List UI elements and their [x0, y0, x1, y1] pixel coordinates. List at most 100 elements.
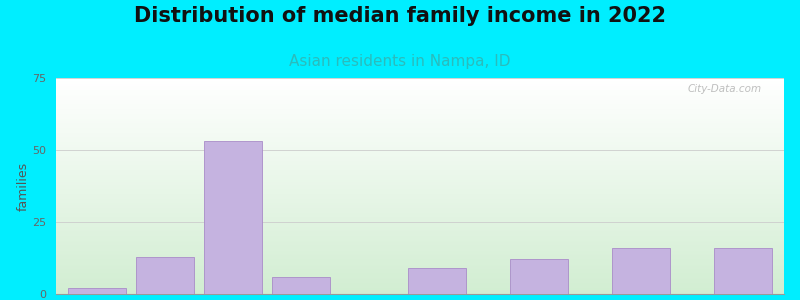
Bar	[56, 257, 784, 258]
Bar	[56, 110, 784, 112]
Bar	[56, 214, 784, 215]
Bar	[56, 130, 784, 131]
Bar	[56, 127, 784, 128]
Bar	[56, 128, 784, 129]
Bar	[56, 197, 784, 198]
Bar	[56, 80, 784, 81]
Bar	[56, 239, 784, 240]
Bar	[56, 118, 784, 119]
Bar	[56, 216, 784, 217]
Bar	[56, 117, 784, 118]
Bar	[56, 291, 784, 292]
Bar	[56, 278, 784, 279]
Bar	[56, 183, 784, 184]
Bar	[56, 258, 784, 260]
Bar	[56, 200, 784, 201]
Bar	[56, 271, 784, 272]
Bar	[56, 193, 784, 194]
Bar	[56, 119, 784, 120]
Bar	[56, 238, 784, 239]
Bar	[56, 95, 784, 96]
Bar	[56, 292, 784, 293]
Bar	[56, 196, 784, 197]
Bar	[56, 137, 784, 139]
Bar	[56, 185, 784, 186]
Y-axis label: families: families	[16, 161, 30, 211]
Bar	[56, 178, 784, 179]
Bar	[56, 100, 784, 101]
Bar	[56, 78, 784, 79]
Bar	[56, 251, 784, 252]
Bar	[56, 163, 784, 164]
Bar	[56, 83, 784, 85]
Bar	[272, 277, 330, 294]
Bar	[56, 290, 784, 291]
Bar	[56, 254, 784, 255]
Bar	[56, 283, 784, 284]
Bar	[56, 225, 784, 226]
Bar	[56, 132, 784, 133]
Bar	[56, 160, 784, 161]
Bar	[56, 222, 784, 223]
Bar	[56, 112, 784, 114]
Bar	[56, 186, 784, 187]
Bar	[56, 79, 784, 80]
Bar	[56, 267, 784, 268]
Bar	[56, 284, 784, 285]
Bar	[56, 191, 784, 193]
Bar	[136, 256, 194, 294]
Bar	[56, 199, 784, 200]
Bar	[56, 142, 784, 143]
Bar	[56, 176, 784, 177]
Bar	[56, 105, 784, 106]
Bar	[56, 169, 784, 170]
Bar	[56, 93, 784, 94]
Bar	[56, 139, 784, 140]
Bar	[56, 282, 784, 283]
Bar	[56, 208, 784, 209]
Bar	[56, 164, 784, 166]
Bar	[56, 241, 784, 242]
Bar	[56, 106, 784, 107]
Bar	[56, 166, 784, 167]
Bar	[56, 201, 784, 202]
Bar	[56, 249, 784, 250]
Bar	[56, 263, 784, 264]
Bar	[56, 252, 784, 253]
Bar	[56, 89, 784, 90]
Bar	[56, 190, 784, 191]
Bar	[56, 175, 784, 176]
Bar	[56, 94, 784, 95]
Bar	[68, 288, 126, 294]
Bar	[56, 98, 784, 100]
Bar	[56, 85, 784, 87]
Bar	[56, 187, 784, 188]
Bar	[56, 171, 784, 172]
Bar	[56, 184, 784, 185]
Bar	[56, 145, 784, 146]
Bar	[56, 250, 784, 251]
Bar	[56, 154, 784, 155]
Bar	[56, 148, 784, 149]
Bar	[612, 248, 670, 294]
Bar	[56, 88, 784, 89]
Bar	[56, 146, 784, 147]
Bar	[56, 136, 784, 137]
Bar	[56, 209, 784, 210]
Bar	[56, 147, 784, 148]
Bar	[56, 91, 784, 92]
Bar	[56, 270, 784, 271]
Bar	[56, 103, 784, 104]
Bar	[510, 260, 568, 294]
Bar	[56, 131, 784, 132]
Bar	[56, 158, 784, 159]
Bar	[56, 170, 784, 171]
Bar	[56, 233, 784, 235]
Bar	[56, 272, 784, 274]
Bar	[56, 281, 784, 282]
Bar	[56, 242, 784, 243]
Bar	[56, 135, 784, 136]
Bar	[56, 157, 784, 158]
Bar	[56, 247, 784, 248]
Bar	[56, 104, 784, 105]
